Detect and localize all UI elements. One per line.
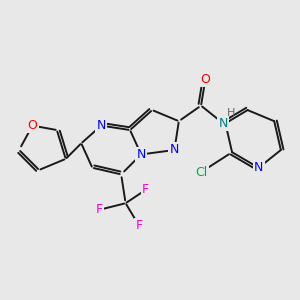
Text: N: N	[97, 119, 106, 132]
Text: Cl: Cl	[195, 166, 207, 179]
Text: F: F	[95, 203, 103, 216]
Text: O: O	[200, 73, 210, 85]
Text: N: N	[136, 148, 146, 161]
Text: F: F	[135, 219, 142, 232]
Text: N: N	[170, 143, 179, 157]
Text: O: O	[28, 119, 38, 132]
Text: N: N	[218, 117, 228, 130]
Text: F: F	[142, 183, 149, 196]
Text: H: H	[227, 108, 235, 118]
Text: N: N	[254, 161, 263, 174]
